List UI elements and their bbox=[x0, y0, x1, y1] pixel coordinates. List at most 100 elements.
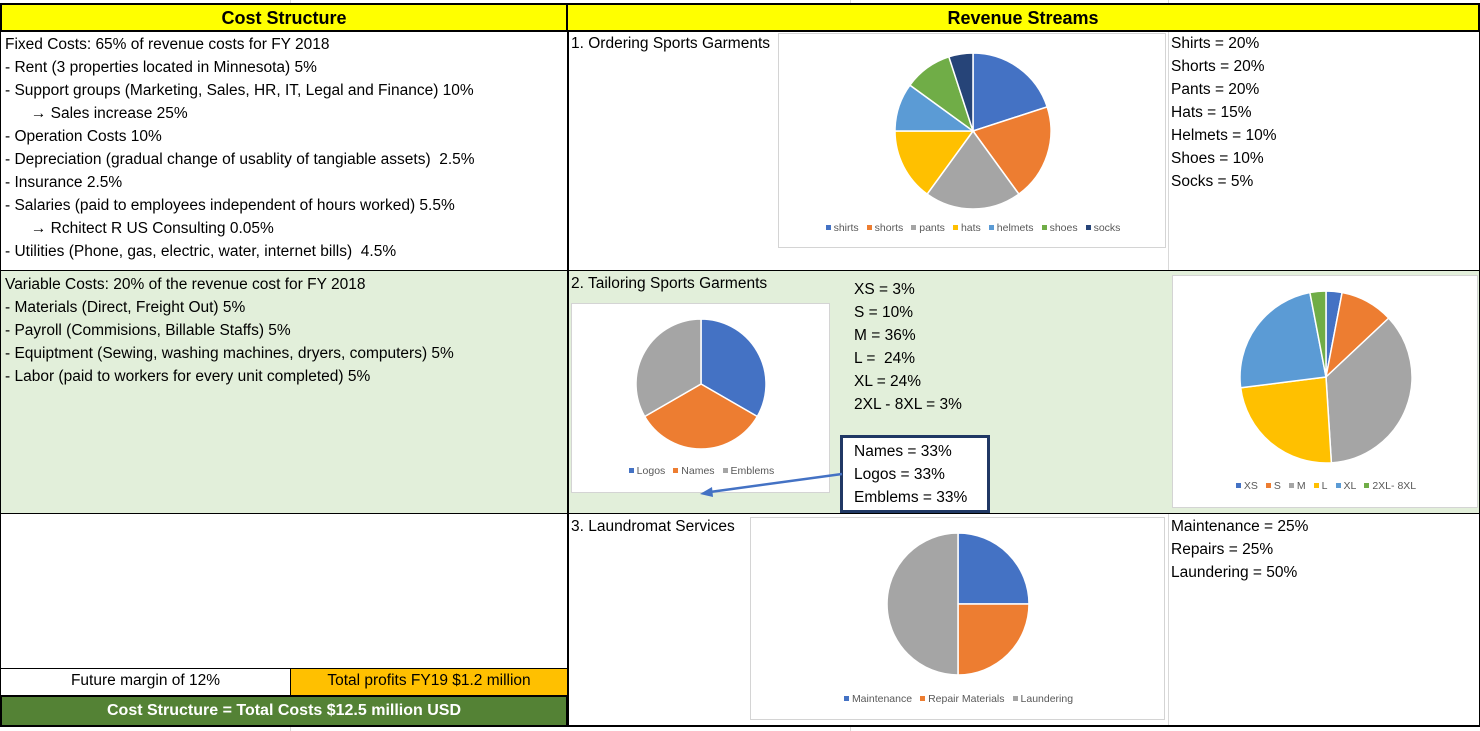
ordering-legend: shirts shorts pants hats helmets shoes socks bbox=[779, 222, 1167, 234]
variable-cost-line: Variable Costs: 20% of the revenue cost … bbox=[5, 276, 366, 293]
legend-swatch bbox=[1012, 696, 1018, 702]
fixed-cost-line: → Sales increase 25% bbox=[5, 105, 188, 122]
tailoring-size-pie-chart: XS S M L XL 2XL- 8XL bbox=[1172, 275, 1478, 508]
ordering-percentage-line: Hats = 15% bbox=[1171, 104, 1252, 121]
tailoring-logo-legend: Logos Names Emblems bbox=[572, 465, 831, 477]
legend-swatch bbox=[825, 225, 831, 231]
laundromat-title: 3. Laundromat Services bbox=[571, 518, 735, 535]
fixed-cost-line: - Insurance 2.5% bbox=[5, 174, 123, 191]
pie-slice-maintenance bbox=[957, 532, 1030, 605]
variable-costs-cell: Variable Costs: 20% of the revenue cost … bbox=[0, 270, 568, 514]
legend-label: hats bbox=[960, 222, 981, 234]
laundromat-pie-chart: Maintenance Repair Materials Laundering bbox=[750, 517, 1165, 720]
laundromat-percentage-line: Repairs = 25% bbox=[1171, 541, 1274, 558]
laundromat-percentage-line: Maintenance = 25% bbox=[1171, 518, 1309, 535]
pie-slice-shorts bbox=[971, 105, 1052, 196]
legend-swatch bbox=[920, 696, 926, 702]
fixed-cost-line: - Depreciation (gradual change of usabli… bbox=[5, 151, 475, 168]
fixed-cost-line: Fixed Costs: 65% of revenue costs for FY… bbox=[5, 36, 330, 53]
legend-swatch bbox=[911, 225, 917, 231]
grid-line bbox=[1168, 0, 1169, 3]
legend-label: shirts bbox=[833, 222, 859, 234]
legend-label: shorts bbox=[874, 222, 904, 234]
ordering-percentage-line: Shirts = 20% bbox=[1171, 35, 1260, 52]
total-costs-footer: Cost Structure = Total Costs $12.5 milli… bbox=[0, 695, 568, 727]
legend-label: 2XL- 8XL bbox=[1372, 480, 1417, 492]
fixed-cost-line: - Rent (3 properties located in Minnesot… bbox=[5, 59, 317, 76]
legend-label: M bbox=[1296, 480, 1306, 492]
size-percentage-line: XS = 3% bbox=[854, 281, 915, 298]
empty-cost-cell bbox=[0, 513, 568, 669]
legend-label: pants bbox=[919, 222, 945, 234]
legend-swatch bbox=[673, 468, 679, 474]
legend-label: L bbox=[1321, 480, 1328, 492]
legend-label: XS bbox=[1243, 480, 1258, 492]
legend-swatch bbox=[1041, 225, 1047, 231]
pie-slice-l bbox=[1239, 376, 1333, 464]
fixed-cost-line: - Utilities (Phone, gas, electric, water… bbox=[5, 243, 397, 260]
ordering-title: 1. Ordering Sports Garments bbox=[571, 35, 770, 52]
cost-structure-header: Cost Structure bbox=[0, 3, 568, 32]
names-percentage-line: Names = 33% bbox=[854, 443, 952, 460]
variable-cost-line: - Labor (paid to workers for every unit … bbox=[5, 368, 371, 385]
legend-swatch bbox=[866, 225, 872, 231]
legend-swatch bbox=[1265, 483, 1271, 489]
legend-swatch bbox=[1085, 225, 1091, 231]
ordering-pie bbox=[894, 52, 1052, 210]
legend-swatch bbox=[1335, 483, 1341, 489]
tailoring-logo-pie-chart: Logos Names Emblems bbox=[571, 303, 830, 493]
laundromat-legend: Maintenance Repair Materials Laundering bbox=[751, 693, 1166, 705]
pie-slice-repair-materials bbox=[957, 603, 1030, 676]
future-margin-cell: Future margin of 12% bbox=[0, 668, 291, 696]
variable-costs-list: Variable Costs: 20% of the revenue cost … bbox=[5, 273, 454, 388]
fixed-cost-line: - Operation Costs 10% bbox=[5, 128, 162, 145]
fixed-cost-line: → Rchitect R US Consulting 0.05% bbox=[5, 220, 274, 237]
size-percentage-line: L = 24% bbox=[854, 350, 916, 367]
ordering-percentages: Shirts = 20% Shorts = 20% Pants = 20% Hats … bbox=[1171, 32, 1277, 193]
tailoring-logo-pie bbox=[635, 318, 767, 450]
ordering-percentage-line: Socks = 5% bbox=[1171, 173, 1254, 190]
legend-label: Laundering bbox=[1020, 693, 1074, 705]
legend-swatch bbox=[1364, 483, 1370, 489]
size-percentage-line: M = 36% bbox=[854, 327, 916, 344]
revenue-streams-header: Revenue Streams bbox=[566, 3, 1480, 32]
legend-swatch bbox=[722, 468, 728, 474]
legend-swatch bbox=[843, 696, 849, 702]
legend-label: Emblems bbox=[730, 465, 775, 477]
ordering-percentage-line: Shorts = 20% bbox=[1171, 58, 1265, 75]
legend-swatch bbox=[1288, 483, 1294, 489]
ordering-percentage-line: Shoes = 10% bbox=[1171, 150, 1264, 167]
legend-label: Repair Materials bbox=[928, 693, 1005, 705]
tailoring-names-box: Names = 33% Logos = 33% Emblems = 33% bbox=[840, 435, 990, 513]
ordering-percentage-line: Helmets = 10% bbox=[1171, 127, 1277, 144]
pie-slice-pants bbox=[926, 129, 1020, 210]
arrow-connector bbox=[700, 472, 843, 497]
tailoring-title: 2. Tailoring Sports Garments bbox=[571, 275, 768, 292]
size-percentage-line: 2XL - 8XL = 3% bbox=[854, 396, 962, 413]
legend-label: XL bbox=[1343, 480, 1357, 492]
legend-label: Maintenance bbox=[851, 693, 913, 705]
tailoring-size-percentages: XS = 3% S = 10% M = 36% L = 24% XL = 24% 2XL … bbox=[854, 278, 962, 416]
legend-swatch bbox=[952, 225, 958, 231]
fixed-cost-line: - Support groups (Marketing, Sales, HR, … bbox=[5, 82, 474, 99]
pie-slice-laundering bbox=[886, 532, 959, 676]
legend-swatch bbox=[628, 468, 634, 474]
grid-line bbox=[290, 726, 291, 731]
tailoring-size-legend: XS S M L XL 2XL- 8XL bbox=[1173, 480, 1479, 492]
grid-line bbox=[1168, 32, 1169, 270]
names-percentage-line: Logos = 33% bbox=[854, 466, 945, 483]
pie-slice-shirts bbox=[972, 52, 1049, 133]
grid-line bbox=[1168, 514, 1169, 725]
pie-slice-2xl-8xl bbox=[1309, 290, 1327, 378]
legend-label: shoes bbox=[1049, 222, 1078, 234]
laundromat-pie bbox=[886, 532, 1030, 676]
fixed-costs-cell: Fixed Costs: 65% of revenue costs for FY… bbox=[0, 31, 568, 271]
pie-slice-socks bbox=[947, 52, 974, 132]
legend-swatch bbox=[988, 225, 994, 231]
total-profits-cell: Total profits FY19 $1.2 million bbox=[290, 668, 568, 696]
pie-slice-xl bbox=[1239, 291, 1327, 389]
grid-line bbox=[850, 0, 851, 3]
laundromat-percentages: Maintenance = 25% Repairs = 25% Laundering… bbox=[1171, 515, 1308, 584]
legend-label: helmets bbox=[996, 222, 1034, 234]
tailoring-names-list: Names = 33% Logos = 33% Emblems = 33% bbox=[854, 440, 967, 509]
